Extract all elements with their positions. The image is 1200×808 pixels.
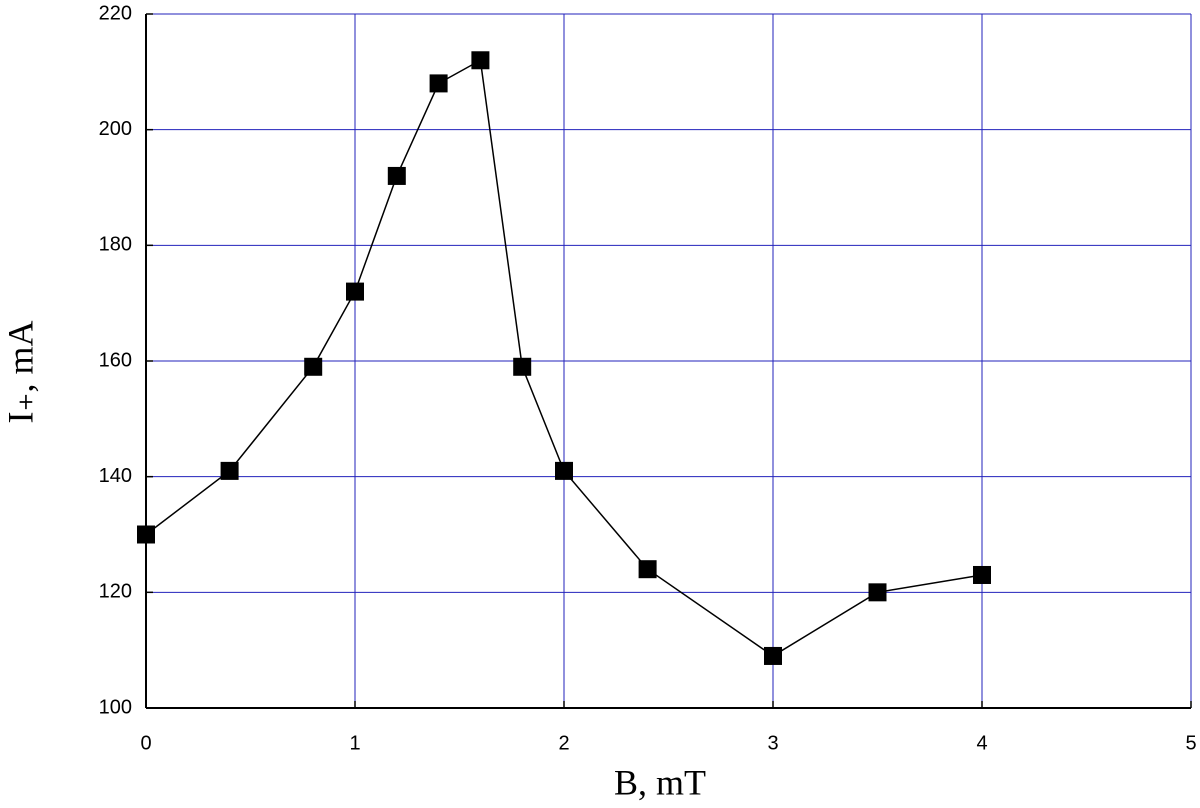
marker <box>387 166 406 185</box>
y-tick-label: 120 <box>99 581 132 603</box>
y-tick-label: 220 <box>99 2 132 24</box>
x-tick-label: 3 <box>767 732 778 754</box>
marker <box>973 565 991 584</box>
marker <box>638 560 657 579</box>
y-tick-label: 140 <box>99 465 132 487</box>
marker <box>513 357 532 376</box>
y-tick-label: 180 <box>99 234 132 256</box>
y-tick-label: 100 <box>99 696 132 718</box>
marker <box>429 74 448 93</box>
marker <box>137 525 155 544</box>
marker <box>868 583 887 602</box>
x-tick-label: 4 <box>976 732 987 754</box>
marker <box>764 646 782 665</box>
marker <box>346 282 364 301</box>
x-tick-label: 1 <box>349 732 360 754</box>
marker <box>555 461 573 480</box>
marker <box>304 357 323 376</box>
y-tick-label: 200 <box>99 118 132 140</box>
marker <box>220 461 239 480</box>
y-tick-label: 160 <box>99 349 132 371</box>
x-axis-label: B, mT <box>614 762 706 802</box>
x-tick-label: 2 <box>558 732 569 754</box>
x-tick-label: 0 <box>140 732 151 754</box>
marker <box>471 51 490 70</box>
y-axis-label: I₊, mA <box>0 321 40 424</box>
x-tick-label: 5 <box>1185 732 1196 754</box>
